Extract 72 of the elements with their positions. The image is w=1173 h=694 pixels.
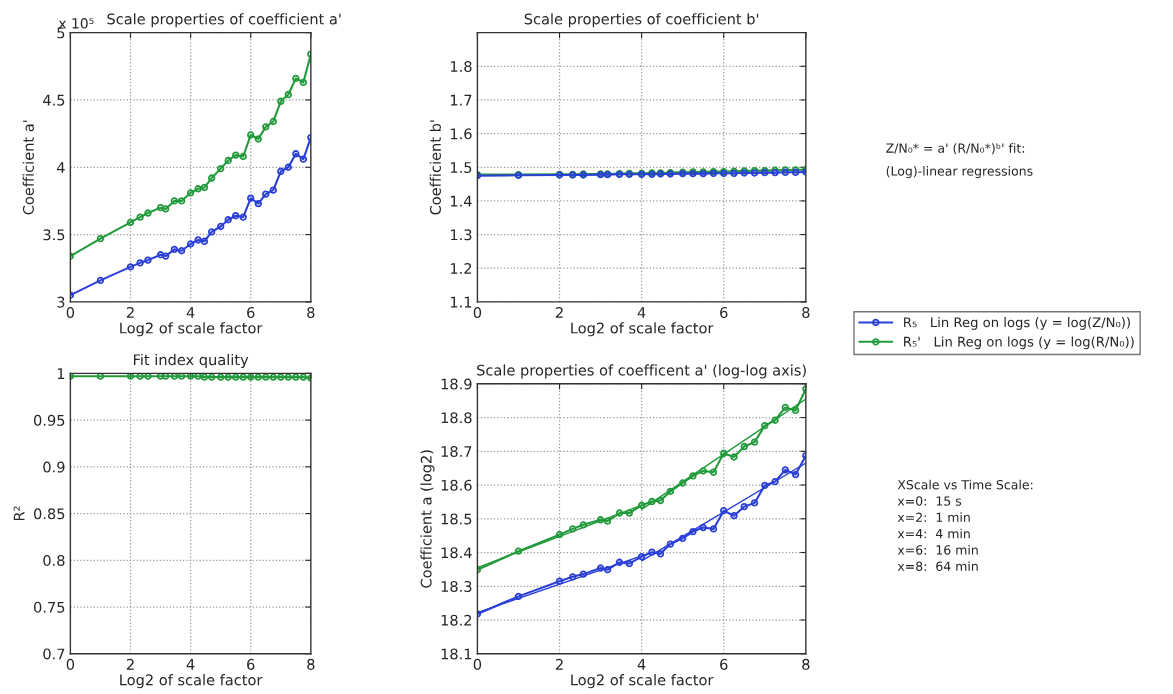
- x-tick-label: 0: [66, 658, 75, 670]
- y-tick-label: 0.9: [43, 461, 65, 473]
- text: x=8: 64 min: [897, 561, 978, 571]
- y-tick-label: 18.4: [441, 547, 472, 559]
- x-tick-label: 6: [247, 658, 255, 670]
- y-tick-label: 0.8: [43, 555, 65, 567]
- y-tick-label: 5: [57, 27, 65, 39]
- y-tick-label: 1.5: [450, 162, 472, 173]
- x-tick-label: 6: [720, 307, 728, 319]
- x-tick-label: 8: [802, 307, 810, 319]
- y-tick-label: 1.7: [450, 94, 472, 106]
- y-tick-label: 4: [56, 162, 65, 173]
- x-tick-label: 2: [555, 658, 563, 670]
- x-tick-label: 8: [307, 307, 315, 319]
- text: x=6: 16 min: [897, 544, 978, 555]
- x-axis-title: Log2 of scale factor: [571, 322, 714, 337]
- legend-label: R₅' Lin Reg on logs (y = log(R/N₀)): [904, 336, 1134, 350]
- x-tick-label: 2: [555, 307, 563, 318]
- y-tick-label: 0.7: [43, 648, 65, 660]
- y-tick-label: 1.3: [450, 229, 472, 241]
- y-tick-label: 3: [57, 296, 65, 308]
- x-tick-label: 2: [126, 658, 134, 670]
- y-tick-label: 18.7: [441, 445, 472, 458]
- text: x=4: 4 min: [897, 528, 970, 539]
- legend-label: R₅ Lin Reg on logs (y = log(Z/N₀)): [904, 317, 1130, 330]
- y-tick-label: 1.2: [450, 262, 472, 274]
- y-tick-label: 1.8: [450, 60, 472, 73]
- text: Z/N₀* = a' (R/N₀*)ᵇ' fit:: [886, 143, 1025, 155]
- x-tick-label: 4: [186, 307, 195, 318]
- x-tick-label: 0: [473, 307, 482, 319]
- y-tick-label: 18.2: [441, 614, 472, 626]
- y-tick-label: 18.6: [441, 479, 472, 491]
- text: XScale vs Time Scale:: [897, 479, 1033, 490]
- x-tick-label: 0: [473, 658, 482, 670]
- x-tick-label: 6: [720, 658, 728, 670]
- y-tick-label: 18.8: [441, 412, 472, 424]
- y-tick-label: 18.3: [441, 580, 472, 592]
- y-tick-label: 18.5: [441, 513, 472, 525]
- x-axis-title: Log2 of scale factor: [120, 674, 263, 689]
- text: x=2: 1 min: [897, 512, 970, 522]
- x-tick-label: 0: [66, 307, 75, 319]
- y-tick-label: 1.1: [450, 296, 472, 308]
- y-tick-label: 1.4: [450, 195, 472, 207]
- y-axis-title: Coefficient a': [22, 120, 34, 215]
- y-tick-label: 1.6: [450, 128, 472, 140]
- y-tick-label: 0.75: [34, 601, 65, 613]
- x-tick-label: 8: [307, 658, 315, 670]
- y-tick-label: 18.9: [441, 378, 472, 390]
- x-tick-label: 4: [637, 659, 646, 670]
- y-tick-label: 0.85: [34, 508, 65, 520]
- chart-title: Fit index quality: [133, 353, 249, 369]
- x-tick-label: 6: [247, 307, 255, 319]
- x-axis-title: Log2 of scale factor: [571, 674, 714, 689]
- x-axis-title: Log2 of scale factor: [120, 322, 263, 337]
- y-tick-label: 0.95: [34, 414, 65, 426]
- x-tick-label: 4: [637, 307, 646, 318]
- y-axis-title: R²: [13, 506, 25, 521]
- x-tick-label: 4: [186, 659, 195, 670]
- y-tick-label: 1: [57, 368, 65, 379]
- y-tick-label: 18.1: [441, 648, 472, 660]
- chart-title: Scale properties of coefficient b': [524, 13, 759, 28]
- text: x=0: 15 s: [897, 496, 962, 506]
- text: x 10⁵: [58, 18, 94, 29]
- y-axis-title: Coefficient a (log2): [420, 450, 435, 588]
- chart-title: Scale properties of coefficent a' (log-log axis): [477, 364, 806, 379]
- chart-title: Scale properties of coefficient a': [107, 13, 341, 28]
- text: (Log)-linear regressions: [886, 166, 1033, 179]
- y-axis-title: Coefficient b': [429, 120, 441, 215]
- y-tick-label: 3.5: [43, 229, 65, 241]
- y-tick-label: 4.5: [43, 94, 65, 106]
- x-tick-label: 8: [802, 658, 810, 670]
- x-tick-label: 2: [126, 307, 134, 318]
